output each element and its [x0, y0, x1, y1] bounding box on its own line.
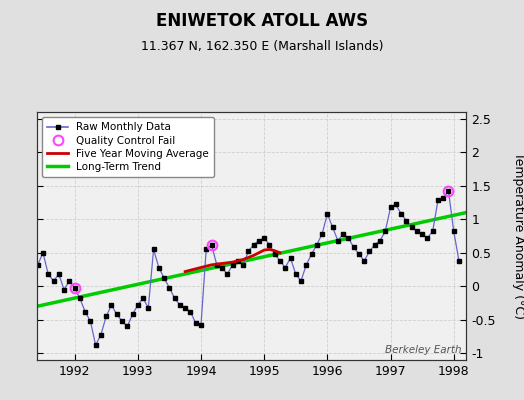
Legend: Raw Monthly Data, Quality Control Fail, Five Year Moving Average, Long-Term Tren: Raw Monthly Data, Quality Control Fail, …: [42, 117, 214, 177]
Text: ENIWETOK ATOLL AWS: ENIWETOK ATOLL AWS: [156, 12, 368, 30]
Text: Berkeley Earth: Berkeley Earth: [386, 345, 462, 355]
Text: 11.367 N, 162.350 E (Marshall Islands): 11.367 N, 162.350 E (Marshall Islands): [141, 40, 383, 53]
Y-axis label: Temperature Anomaly (°C): Temperature Anomaly (°C): [512, 152, 524, 320]
